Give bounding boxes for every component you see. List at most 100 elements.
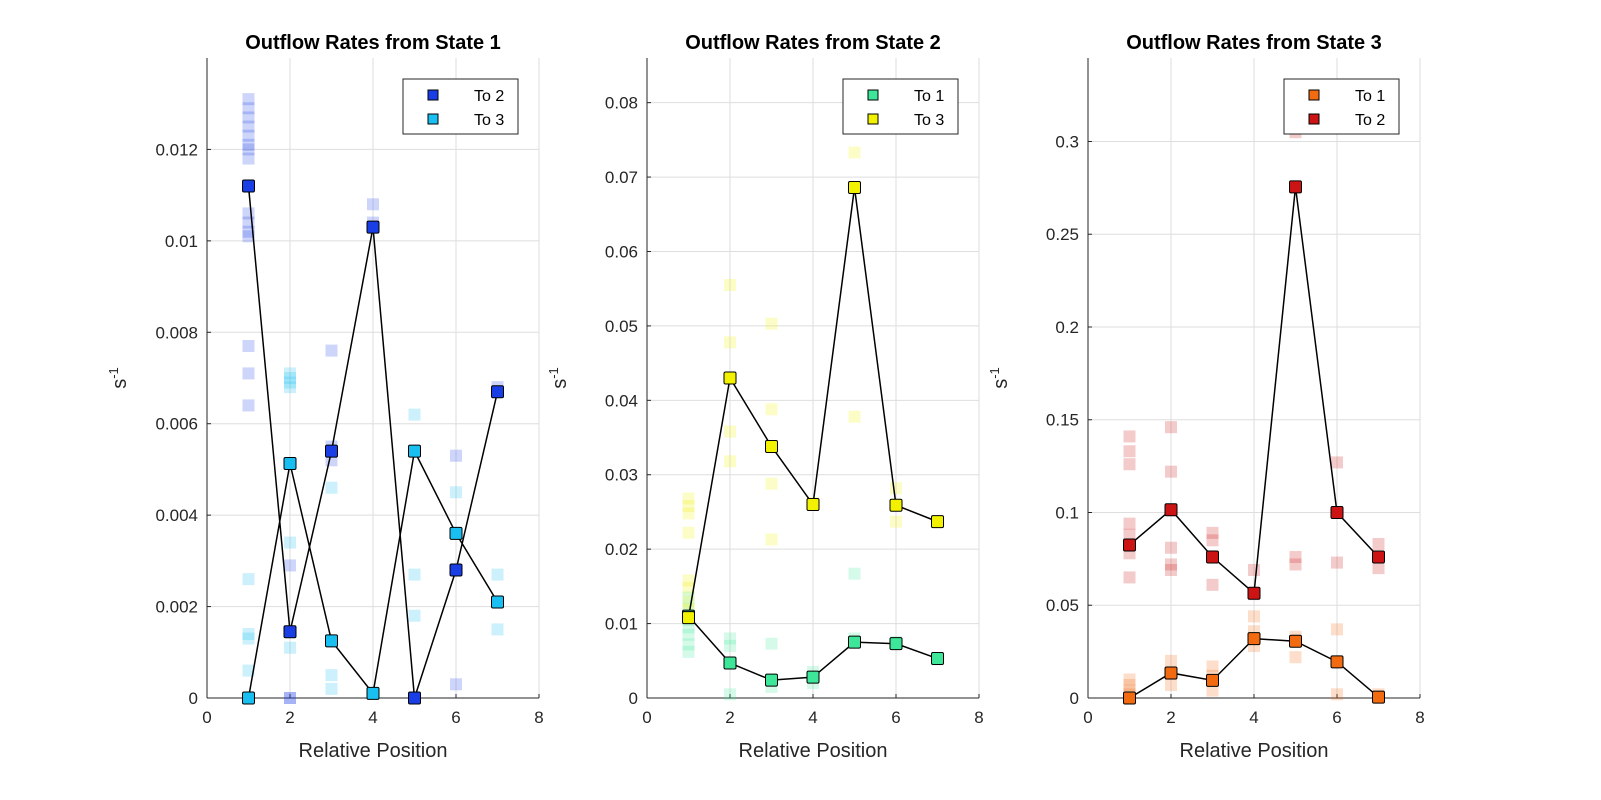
sample-point	[1165, 564, 1177, 576]
data-point	[1164, 503, 1178, 517]
y-tick-label: 0.25	[1046, 225, 1079, 244]
x-tick-label: 8	[1415, 708, 1424, 727]
sample-point	[491, 623, 504, 636]
sample-point	[724, 455, 736, 468]
data-point	[408, 691, 421, 705]
y-tick-label: 0.01	[605, 615, 638, 634]
sample-point	[1165, 421, 1177, 434]
data-point	[1123, 691, 1136, 705]
x-tick-label: 4	[1249, 708, 1258, 727]
plot-panel-1: 0 2 4 6 8 0 0.002 0.004 0.006 0.008 0.01 0.012 Outfl…	[106, 32, 544, 762]
y-axis-label-base: s	[549, 379, 571, 389]
legend-box	[1283, 78, 1400, 135]
sample-point	[1289, 651, 1302, 664]
sample-point	[284, 536, 296, 549]
data-point	[806, 670, 820, 684]
sample-point	[848, 567, 861, 580]
sample-point	[325, 682, 338, 695]
legend-label: To 3	[474, 112, 504, 129]
sample-point	[1123, 445, 1136, 458]
legend-swatch	[427, 89, 439, 101]
x-tick-label: 8	[534, 708, 543, 727]
sample-point	[450, 678, 462, 691]
y-tick-label: 0.012	[155, 140, 198, 159]
sample-point	[408, 408, 421, 421]
data-point	[1247, 586, 1261, 600]
data-point	[366, 220, 380, 234]
data-point	[1372, 690, 1385, 704]
x-tick-label: 4	[808, 708, 817, 727]
data-point	[325, 444, 338, 458]
sample-point	[242, 152, 255, 165]
data-point	[723, 371, 737, 385]
data-point	[283, 456, 297, 470]
data-point	[1330, 655, 1344, 669]
data-point	[491, 385, 504, 399]
y-tick-label: 0.004	[155, 506, 198, 525]
y-tick-label: 0.02	[605, 540, 638, 559]
sample-point	[325, 669, 338, 682]
sample-point	[1165, 558, 1177, 571]
y-axis-label-base: s	[990, 379, 1012, 389]
sample-point	[1248, 564, 1260, 576]
sample-point	[367, 198, 379, 211]
legend-box	[402, 78, 519, 135]
y-tick-label: 0.06	[605, 242, 638, 261]
legend: To 1 To 3	[842, 78, 959, 135]
sample-point	[242, 628, 255, 640]
sample-point	[242, 367, 255, 380]
sample-point	[284, 641, 296, 654]
data-point	[1247, 632, 1261, 646]
sample-point	[890, 515, 902, 528]
sample-point	[682, 507, 695, 520]
sample-point	[325, 344, 338, 357]
y-tick-label: 0.01	[165, 232, 198, 251]
y-tick-label: 0	[629, 689, 638, 708]
y-tick-label: 0.08	[605, 94, 638, 113]
sample-point	[242, 93, 255, 106]
y-tick-label: 0.006	[155, 415, 198, 434]
data-point	[242, 691, 255, 705]
sample-point	[242, 120, 255, 133]
sample-point	[1165, 654, 1177, 667]
sample-point	[724, 632, 736, 645]
sample-point	[765, 637, 778, 650]
sample-point	[682, 581, 695, 594]
sample-point	[765, 403, 778, 416]
sample-point	[450, 486, 462, 499]
data-point	[931, 515, 944, 529]
sample-point	[1123, 517, 1136, 530]
sample-point	[284, 559, 296, 572]
sample-point	[242, 138, 255, 151]
y-tick-label: 0.3	[1055, 132, 1079, 151]
y-axis-label-superscript: -1	[106, 367, 121, 379]
x-tick-label: 6	[451, 708, 460, 727]
plot-panel-2: 0 2 4 6 8 0 0.01 0.02 0.03 0.04 0.05 0.06 0.07 0.08 Ou…	[546, 32, 984, 762]
sample-point	[1123, 571, 1136, 584]
sample-point	[242, 143, 255, 156]
legend-label: To 2	[474, 88, 504, 105]
y-tick-label: 0.002	[155, 598, 198, 617]
legend-label: To 2	[1355, 112, 1385, 129]
data-point	[723, 656, 737, 670]
y-tick-label: 0.2	[1055, 318, 1079, 337]
sample-point	[765, 477, 778, 490]
sample-point	[1331, 556, 1343, 569]
chart-title: Outflow Rates from State 2	[685, 32, 941, 54]
y-tick-label: 0.008	[155, 323, 198, 342]
sample-point	[242, 664, 255, 677]
y-tick-label: 0.03	[605, 466, 638, 485]
data-point	[682, 611, 695, 625]
sample-point	[682, 628, 695, 641]
sample-point	[284, 367, 296, 380]
legend-label: To 1	[914, 88, 944, 105]
sample-point	[682, 526, 695, 539]
x-tick-label: 0	[202, 708, 211, 727]
y-tick-label: 0.15	[1046, 411, 1079, 430]
plot-panel-3: 0 2 4 6 8 0 0.05 0.1 0.15 0.2 0.25 0.3 Outflow Rates…	[987, 32, 1425, 762]
sample-point	[284, 372, 296, 384]
x-tick-label: 2	[1166, 708, 1175, 727]
sample-point	[450, 449, 462, 462]
sample-point	[765, 317, 778, 330]
chart-title: Outflow Rates from State 1	[245, 32, 501, 54]
